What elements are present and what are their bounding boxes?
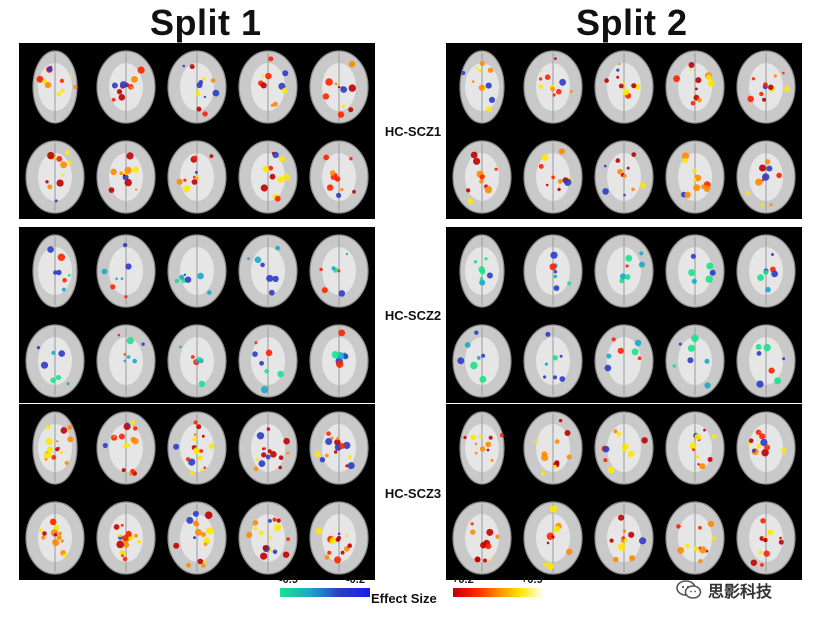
brain-slices bbox=[452, 411, 796, 575]
brain-slice bbox=[452, 140, 512, 214]
brain-slices bbox=[25, 411, 369, 575]
wechat-logo-icon bbox=[676, 580, 702, 599]
brain-slice bbox=[459, 50, 505, 124]
brain-slice bbox=[238, 324, 298, 398]
colorbar-label: Effect Size bbox=[371, 591, 437, 606]
brain-panel-split1-scz2 bbox=[19, 227, 375, 403]
brain-slice bbox=[167, 234, 227, 308]
brain-panel-split2-scz2 bbox=[446, 227, 802, 403]
colorbar-tick-neg-max: -0.2 bbox=[346, 574, 365, 586]
row-label-hc-scz2: HC-SCZ2 bbox=[384, 308, 442, 323]
negative-effect-colorbar bbox=[280, 588, 370, 597]
brain-slice bbox=[594, 324, 654, 398]
brain-slices bbox=[25, 50, 369, 214]
row-label-hc-scz1: HC-SCZ1 bbox=[384, 124, 442, 139]
split-2-title: Split 2 bbox=[576, 2, 688, 43]
brain-slice bbox=[238, 411, 298, 485]
brain-slice bbox=[736, 50, 796, 124]
brain-slice bbox=[736, 411, 796, 485]
brain-slice bbox=[736, 234, 796, 308]
brain-slices bbox=[25, 234, 369, 398]
brain-slice bbox=[452, 501, 512, 575]
brain-slice bbox=[736, 324, 796, 398]
brain-slice bbox=[25, 140, 85, 214]
brain-slice bbox=[523, 324, 583, 398]
brain-slice bbox=[96, 501, 156, 575]
brain-slice bbox=[167, 411, 227, 485]
brain-slice bbox=[452, 324, 512, 398]
brain-slice bbox=[238, 234, 298, 308]
brain-slice bbox=[523, 50, 583, 124]
brain-panel-split1-scz3 bbox=[19, 404, 375, 580]
colorbar-tick-pos-min: +0.2 bbox=[452, 574, 474, 586]
brain-slice bbox=[459, 234, 505, 308]
brain-slice bbox=[309, 324, 369, 398]
brain-slice bbox=[25, 501, 85, 575]
brain-slice bbox=[167, 50, 227, 124]
brain-slice bbox=[594, 501, 654, 575]
brain-slice bbox=[32, 411, 78, 485]
brain-slice bbox=[665, 234, 725, 308]
brain-slice bbox=[167, 140, 227, 214]
brain-slice bbox=[594, 50, 654, 124]
brain-slice bbox=[167, 324, 227, 398]
brain-slice bbox=[309, 411, 369, 485]
brain-slice bbox=[736, 140, 796, 214]
brain-slice bbox=[665, 324, 725, 398]
brain-slices bbox=[452, 234, 796, 398]
colorbar-tick-neg-min: -0.9 bbox=[279, 574, 298, 586]
brain-slice bbox=[167, 501, 227, 575]
brain-slice bbox=[523, 501, 583, 575]
row-label-hc-scz3: HC-SCZ3 bbox=[384, 486, 442, 501]
brain-panel-split2-scz3 bbox=[446, 404, 802, 580]
brain-slice bbox=[523, 411, 583, 485]
brain-slice bbox=[96, 140, 156, 214]
brain-slice bbox=[665, 140, 725, 214]
brain-slice bbox=[594, 411, 654, 485]
watermark-text: 思影科技 bbox=[708, 584, 773, 601]
brain-slice bbox=[309, 140, 369, 214]
brain-slice bbox=[665, 50, 725, 124]
brain-slice bbox=[594, 140, 654, 214]
brain-slice bbox=[96, 234, 156, 308]
brain-slice bbox=[238, 50, 298, 124]
brain-slice bbox=[32, 50, 78, 124]
brain-slice bbox=[309, 50, 369, 124]
brain-slice bbox=[665, 501, 725, 575]
brain-slice bbox=[238, 501, 298, 575]
brain-slice bbox=[736, 501, 796, 575]
brain-slice bbox=[459, 411, 505, 485]
brain-slice bbox=[238, 140, 298, 214]
brain-slice bbox=[594, 234, 654, 308]
brain-slice bbox=[96, 324, 156, 398]
brain-slice bbox=[96, 50, 156, 124]
positive-effect-colorbar bbox=[453, 588, 543, 597]
colorbar-tick-pos-max: +0.9 bbox=[521, 574, 543, 586]
brain-slice bbox=[523, 234, 583, 308]
brain-slice bbox=[309, 501, 369, 575]
brain-panel-split2-scz1 bbox=[446, 43, 802, 219]
split-1-title: Split 1 bbox=[150, 2, 262, 43]
watermark: 思影科技 bbox=[676, 578, 772, 602]
brain-slice bbox=[665, 411, 725, 485]
brain-slices bbox=[452, 50, 796, 214]
brain-panel-split1-scz1 bbox=[19, 43, 375, 219]
brain-slice bbox=[32, 234, 78, 308]
brain-slice bbox=[309, 234, 369, 308]
brain-slice bbox=[523, 140, 583, 214]
brain-slice bbox=[96, 411, 156, 485]
brain-slice bbox=[25, 324, 85, 398]
